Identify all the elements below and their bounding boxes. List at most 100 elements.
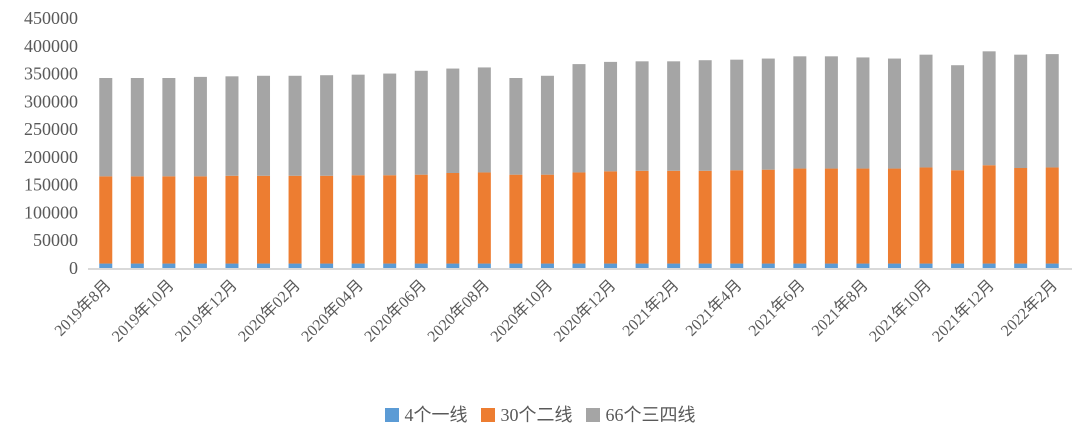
bar-segment-series3: [130, 78, 144, 177]
bar-segment-series3: [1014, 54, 1028, 168]
bar-segment-series1: [509, 263, 523, 268]
bar-segment-series1: [351, 263, 365, 268]
bar-segment-series3: [383, 73, 397, 176]
y-axis-tick-label: 100000: [24, 202, 78, 222]
bar-segment-series1: [320, 263, 334, 268]
bar-segment-series1: [982, 263, 996, 268]
bar-segment-series1: [99, 263, 113, 268]
bar-segment-series2: [288, 175, 302, 264]
bar-segment-series2: [1014, 168, 1028, 264]
bar-segment-series3: [887, 58, 901, 169]
legend-swatch-icon: [384, 408, 399, 422]
bar-segment-series1: [698, 263, 712, 268]
bar-segment-series3: [351, 74, 365, 176]
bar-segment-series2: [1045, 167, 1059, 264]
bar-segment-series3: [824, 56, 838, 169]
bar-segment-series3: [604, 61, 618, 172]
bar-segment-series1: [162, 263, 176, 268]
bar-segment-series2: [635, 170, 649, 264]
bar-segment-series1: [446, 263, 460, 268]
bar-segment-series1: [288, 263, 302, 268]
bar-segment-series1: [193, 263, 207, 268]
y-axis-tick-label: 200000: [24, 147, 78, 167]
bar-segment-series2: [509, 174, 523, 264]
legend-item: 4个一线: [384, 406, 468, 424]
bar-segment-series2: [351, 175, 365, 264]
bar-segment-series2: [162, 176, 176, 264]
bar-segment-series1: [856, 263, 870, 268]
bar-segment-series1: [1045, 263, 1059, 268]
bar-segment-series2: [604, 171, 618, 264]
y-axis-tick-label: 350000: [24, 64, 78, 84]
y-axis-tick-label: 400000: [24, 36, 78, 56]
x-axis-tick-label: 2021年4月: [682, 276, 746, 340]
bar-segment-series1: [951, 263, 965, 268]
x-axis-tick-label: 2020年10月: [487, 276, 556, 345]
bar-segment-series1: [667, 263, 681, 268]
x-axis-tick-label: 2019年8月: [51, 276, 115, 340]
legend-item: 66个三四线: [585, 405, 696, 425]
bar-segment-series2: [982, 165, 996, 264]
bar-segment-series2: [856, 168, 870, 264]
x-axis-tick-label: 2020年04月: [298, 276, 367, 345]
bar-segment-series1: [225, 263, 239, 268]
bar-segment-series3: [414, 70, 428, 175]
bar-segment-series1: [824, 263, 838, 268]
chart-legend: 4个一线 30个二线 66个三四线: [0, 406, 1080, 424]
bar-segment-series1: [1014, 263, 1028, 268]
bar-segment-series1: [477, 263, 491, 268]
bar-segment-series3: [572, 64, 586, 173]
bar-segment-series2: [951, 170, 965, 264]
bar-segment-series3: [540, 75, 554, 175]
x-axis-tick-label: 2021年2月: [619, 276, 683, 340]
bar-segment-series1: [130, 263, 144, 268]
bar-segment-series2: [383, 175, 397, 264]
bar-segment-series3: [698, 60, 712, 171]
bar-segment-series1: [572, 263, 586, 268]
bar-segment-series2: [257, 175, 271, 264]
bar-segment-series1: [887, 263, 901, 268]
x-axis-tick-label: 2021年6月: [745, 276, 809, 340]
x-axis-tick-label: 2021年10月: [866, 276, 935, 345]
bar-segment-series2: [793, 168, 807, 264]
bar-segment-series2: [477, 172, 491, 264]
x-axis-tick-label: 2020年08月: [424, 276, 493, 345]
bar-segment-series2: [919, 167, 933, 264]
bar-segment-series3: [793, 56, 807, 169]
bar-segment-series2: [572, 172, 586, 264]
x-axis-tick-label: 2022年2月: [997, 276, 1061, 340]
y-axis-tick-label: 250000: [24, 119, 78, 139]
bar-segment-series3: [982, 51, 996, 166]
bar-segment-series3: [162, 78, 176, 177]
bar-segment-series3: [225, 76, 239, 176]
bar-segment-series2: [730, 170, 744, 264]
bar-segment-series2: [320, 175, 334, 264]
bar-segment-series1: [540, 263, 554, 268]
bar-segment-series2: [824, 168, 838, 264]
legend-item: 30个二线: [480, 406, 573, 424]
bar-segment-series1: [761, 263, 775, 268]
bar-segment-series3: [1045, 54, 1059, 168]
bar-segment-series2: [225, 175, 239, 264]
x-axis-tick-label: 2020年06月: [361, 276, 430, 345]
legend-label: 66个三四线: [605, 405, 696, 425]
bar-segment-series3: [99, 78, 113, 177]
bar-segment-series2: [446, 173, 460, 264]
bar-segment-series2: [414, 174, 428, 264]
x-axis-tick-label: 2019年10月: [108, 276, 177, 345]
bar-segment-series1: [383, 263, 397, 268]
bar-segment-series1: [635, 263, 649, 268]
y-axis-tick-label: 300000: [24, 91, 78, 111]
x-axis-tick-label: 2020年12月: [550, 276, 619, 345]
bar-segment-series3: [446, 68, 460, 173]
legend-swatch-icon: [585, 408, 600, 422]
bar-segment-series2: [698, 170, 712, 264]
bar-segment-series3: [320, 75, 334, 176]
legend-swatch-icon: [480, 408, 495, 422]
y-axis-tick-label: 50000: [33, 230, 78, 250]
bar-segment-series1: [257, 263, 271, 268]
bar-segment-series1: [414, 263, 428, 268]
bar-segment-series3: [477, 67, 491, 173]
bar-segment-series3: [509, 78, 523, 175]
bar-segment-series1: [604, 263, 618, 268]
